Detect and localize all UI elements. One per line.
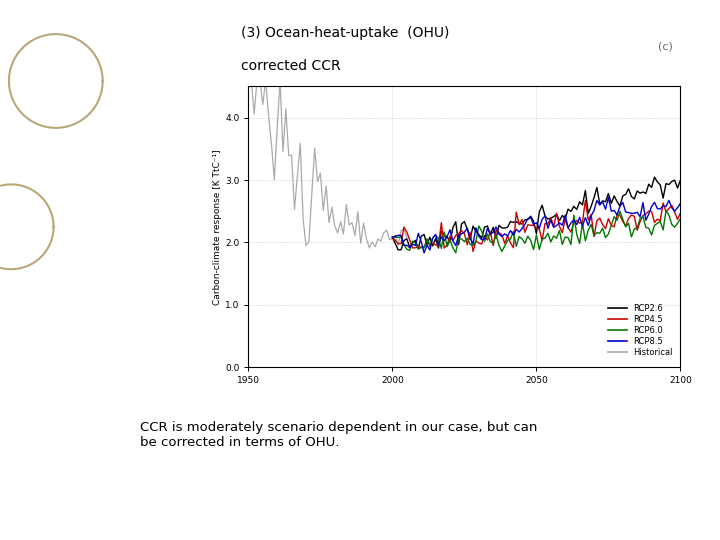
Y-axis label: Carbon-climate response [K TtC⁻¹]: Carbon-climate response [K TtC⁻¹] — [213, 149, 222, 305]
Text: CCR is moderately scenario dependent in our case, but can
be corrected in terms : CCR is moderately scenario dependent in … — [140, 421, 538, 449]
Text: (3) Ocean-heat-uptake  (OHU): (3) Ocean-heat-uptake (OHU) — [241, 26, 449, 40]
Text: corrected CCR: corrected CCR — [241, 59, 341, 73]
Text: (c): (c) — [658, 41, 673, 51]
Legend: RCP2.6, RCP4.5, RCP6.0, RCP8.5, Historical: RCP2.6, RCP4.5, RCP6.0, RCP8.5, Historic… — [605, 300, 676, 360]
